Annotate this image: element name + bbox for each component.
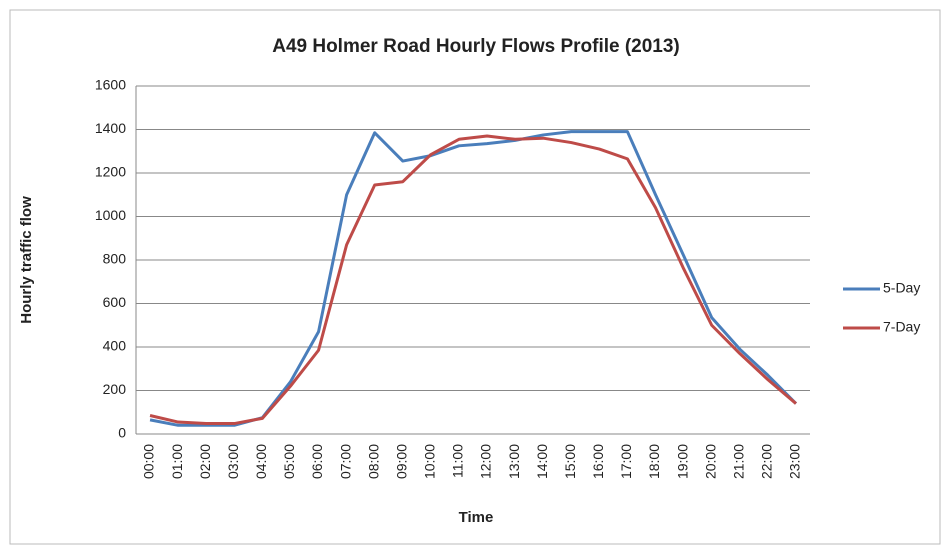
x-tick-label: 18:00 — [646, 444, 662, 479]
x-tick-label: 07:00 — [337, 444, 353, 479]
chart-title: A49 Holmer Road Hourly Flows Profile (20… — [272, 36, 680, 57]
x-tick-label: 05:00 — [281, 444, 297, 479]
y-tick-label: 400 — [103, 338, 127, 354]
x-tick-label: 06:00 — [309, 444, 325, 479]
x-axis-title: Time — [459, 509, 494, 526]
x-tick-label: 04:00 — [253, 444, 269, 479]
y-tick-label: 0 — [118, 425, 126, 441]
x-tick-label: 10:00 — [422, 444, 438, 479]
y-tick-label: 1200 — [95, 164, 126, 180]
legend-label: 7-Day — [883, 319, 920, 335]
x-tick-label: 13:00 — [506, 444, 522, 479]
y-tick-label: 600 — [103, 294, 127, 310]
x-tick-label: 11:00 — [450, 444, 466, 478]
x-tick-label: 15:00 — [562, 444, 578, 479]
x-tick-label: 02:00 — [197, 444, 213, 479]
y-tick-label: 1600 — [95, 77, 126, 93]
legend-label: 5-Day — [883, 280, 920, 296]
chart-border — [9, 9, 941, 545]
x-tick-label: 14:00 — [534, 444, 550, 479]
x-tick-label: 22:00 — [759, 444, 775, 479]
series-line — [149, 134, 797, 426]
x-tick-label: 23:00 — [787, 444, 803, 479]
x-tick-label: 19:00 — [674, 444, 690, 479]
x-tick-label: 08:00 — [365, 444, 381, 479]
x-tick-label: 01:00 — [169, 444, 185, 479]
y-tick-label: 1400 — [95, 120, 126, 136]
x-tick-label: 21:00 — [730, 444, 746, 479]
y-tick-label: 1000 — [95, 207, 126, 223]
x-tick-label: 20:00 — [702, 444, 718, 479]
x-tick-label: 09:00 — [393, 444, 409, 479]
x-tick-label: 03:00 — [225, 444, 241, 479]
y-tick-label: 200 — [103, 381, 127, 397]
x-tick-label: 17:00 — [618, 444, 634, 479]
x-tick-label: 00:00 — [141, 444, 157, 479]
y-axis-title: Hourly traffic flow — [18, 196, 35, 324]
x-tick-label: 12:00 — [478, 444, 494, 479]
x-tick-label: 16:00 — [590, 444, 606, 479]
y-tick-label: 800 — [103, 251, 127, 267]
